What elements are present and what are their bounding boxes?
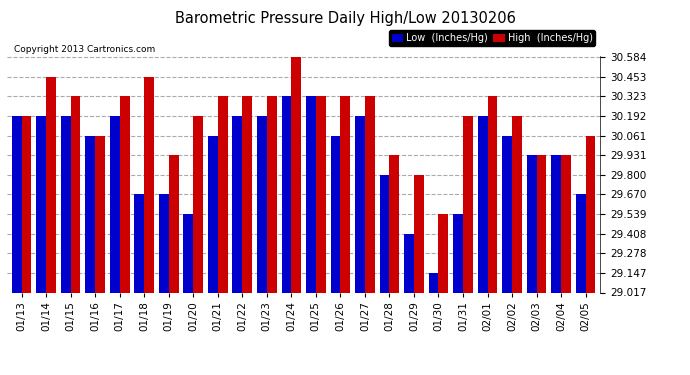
Bar	[340, 96, 351, 292]
Bar	[110, 116, 119, 292]
Bar	[257, 116, 267, 292]
Bar	[61, 116, 70, 292]
Bar	[331, 136, 340, 292]
Bar	[267, 96, 277, 292]
Text: Barometric Pressure Daily High/Low 20130206: Barometric Pressure Daily High/Low 20130…	[175, 11, 515, 26]
Bar	[526, 155, 537, 292]
Bar	[184, 214, 193, 292]
Bar	[218, 96, 228, 292]
Bar	[95, 136, 105, 292]
Bar	[488, 96, 497, 292]
Text: Copyright 2013 Cartronics.com: Copyright 2013 Cartronics.com	[14, 45, 155, 54]
Bar	[428, 273, 438, 292]
Bar	[561, 155, 571, 292]
Bar	[119, 96, 130, 292]
Bar	[502, 136, 512, 292]
Bar	[169, 155, 179, 292]
Bar	[233, 116, 242, 292]
Bar	[316, 96, 326, 292]
Bar	[135, 194, 144, 292]
Bar	[70, 96, 81, 292]
Bar	[537, 155, 546, 292]
Bar	[193, 116, 203, 292]
Bar	[355, 116, 365, 292]
Bar	[404, 234, 414, 292]
Bar	[380, 175, 389, 292]
Bar	[159, 194, 169, 292]
Bar	[12, 116, 21, 292]
Bar	[463, 116, 473, 292]
Bar	[575, 194, 586, 292]
Bar	[208, 136, 218, 292]
Bar	[477, 116, 488, 292]
Bar	[453, 214, 463, 292]
Legend: Low  (Inches/Hg), High  (Inches/Hg): Low (Inches/Hg), High (Inches/Hg)	[389, 30, 595, 46]
Bar	[414, 175, 424, 292]
Bar	[306, 96, 316, 292]
Bar	[438, 214, 449, 292]
Bar	[291, 57, 301, 292]
Bar	[389, 155, 400, 292]
Bar	[282, 96, 291, 292]
Bar	[551, 155, 561, 292]
Bar	[586, 136, 595, 292]
Bar	[21, 116, 32, 292]
Bar	[37, 116, 46, 292]
Bar	[144, 77, 154, 292]
Bar	[512, 116, 522, 292]
Bar	[365, 96, 375, 292]
Bar	[46, 77, 56, 292]
Bar	[242, 96, 252, 292]
Bar	[86, 136, 95, 292]
